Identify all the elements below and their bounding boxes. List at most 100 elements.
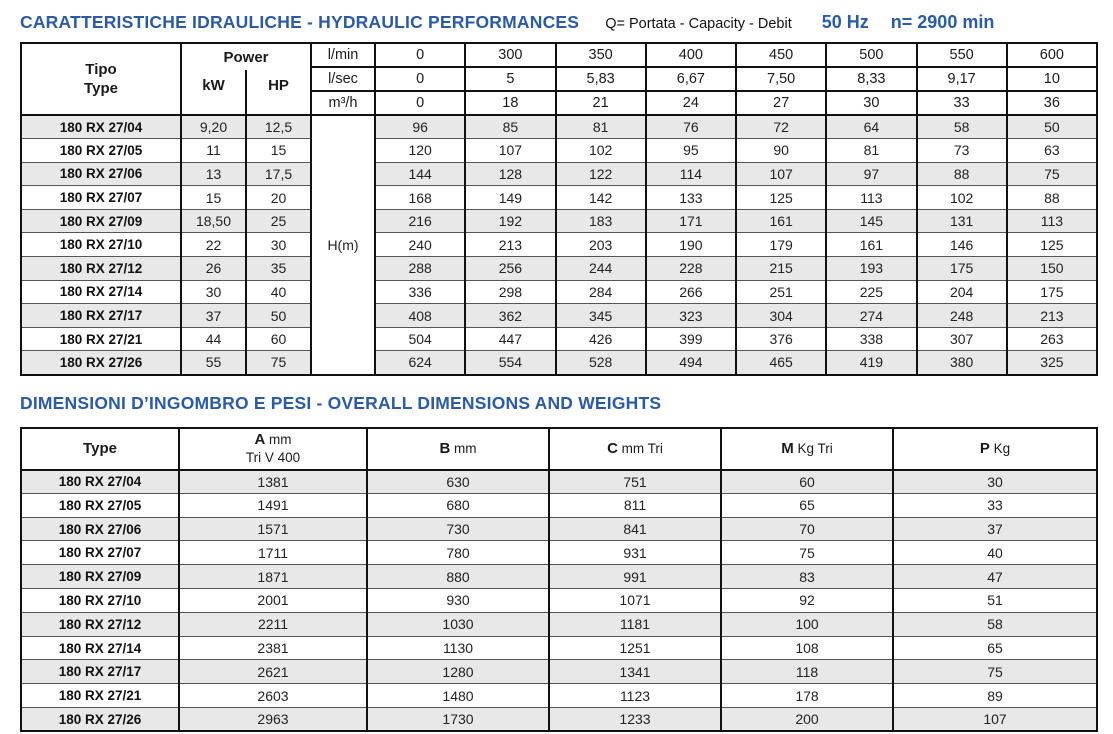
dimension-cell: 60 xyxy=(720,469,893,494)
head-value-cell: 345 xyxy=(554,303,646,328)
head-value-cell: 113 xyxy=(1005,208,1097,233)
head-value-cell: 399 xyxy=(644,326,736,351)
head-value-cell: 465 xyxy=(734,350,827,375)
head-value-cell: 266 xyxy=(644,279,736,304)
flow-value-header: 30 xyxy=(825,91,917,116)
head-value-cell: 107 xyxy=(464,138,556,163)
head-value-cell: 494 xyxy=(644,350,736,375)
dimension-cell: 108 xyxy=(720,635,893,660)
head-value-cell: 175 xyxy=(1005,279,1097,304)
flow-value-header: 8,33 xyxy=(825,67,917,92)
unit-header-lmin: l/min xyxy=(310,43,375,68)
pump-type-cell: 180 RX 27/05 xyxy=(20,492,179,518)
dimension-cell: 1030 xyxy=(366,611,549,637)
head-value-cell: 128 xyxy=(464,161,556,186)
pump-type-cell: 180 RX 27/04 xyxy=(20,469,179,494)
dimension-cell: 51 xyxy=(892,588,1097,613)
dimension-cell: 2211 xyxy=(178,611,367,637)
head-value-cell: 161 xyxy=(825,232,917,257)
dimension-cell: 40 xyxy=(892,540,1097,565)
dimension-cell: 1181 xyxy=(548,611,721,637)
head-value-cell: 175 xyxy=(915,256,1007,281)
head-value-cell: 240 xyxy=(373,232,466,257)
table-row: 180 RX 27/04 9,20 12,5 H(m) 96 85 81 76 72 64 58 50 xyxy=(20,114,1097,375)
section1-header: CARATTERISTICHE IDRAULICHE - HYDRAULIC P… xyxy=(20,12,1097,33)
table-row: 180 RX 27/26 2963 1730 1233 200 107 xyxy=(20,707,1097,732)
kw-cell: 18,50 xyxy=(180,208,246,233)
dimension-cell: 780 xyxy=(366,540,549,565)
dimension-cell: 991 xyxy=(548,564,721,589)
section1-title: CARATTERISTICHE IDRAULICHE - HYDRAULIC P… xyxy=(20,12,580,32)
flow-value-header: 36 xyxy=(1005,91,1097,116)
dimensions-weights-table: Type A mm Tri V 400 B mm C mm Tri M Kg Tri P K… xyxy=(20,426,1098,733)
dimension-cell: 931 xyxy=(548,540,721,565)
hp-cell: 35 xyxy=(245,256,311,281)
table-row: 180 RX 27/26 55 75 624 554 528 494 465 419 380 325 xyxy=(20,350,1097,375)
dimension-cell: 107 xyxy=(892,707,1097,732)
head-value-cell: 228 xyxy=(644,256,736,281)
kw-cell: 44 xyxy=(180,326,246,351)
table-row: 180 RX 27/17 37 50 408 362 345 323 304 274 248 213 xyxy=(20,303,1097,328)
head-value-cell: 88 xyxy=(1005,185,1097,210)
column-header-type-line2: Type xyxy=(84,80,118,97)
flow-value-header: 0 xyxy=(373,43,466,68)
hp-cell: 75 xyxy=(245,350,311,375)
dimension-cell: 1871 xyxy=(178,564,367,589)
dimension-cell: 2381 xyxy=(178,635,367,660)
pump-type-cell: 180 RX 27/17 xyxy=(20,303,181,328)
table-row: 180 RX 27/10 22 30 240 213 203 190 179 161 146 125 xyxy=(20,232,1097,257)
dimension-cell: 2001 xyxy=(178,588,367,613)
flow-value-header: 18 xyxy=(464,91,556,116)
dimension-cell: 37 xyxy=(892,516,1097,541)
column-header-m: M Kg Tri xyxy=(720,427,893,471)
power-subheaders: kW HP xyxy=(183,70,310,113)
flow-value-header: 500 xyxy=(825,43,917,68)
flow-value-header: 21 xyxy=(554,91,646,116)
head-value-cell: 304 xyxy=(734,303,827,328)
speed-label: n= 2900 min xyxy=(890,12,995,32)
head-value-cell: 179 xyxy=(734,232,827,257)
head-value-cell: 102 xyxy=(915,185,1007,210)
flow-value-header: 9,17 xyxy=(915,67,1007,92)
table-row: 180 RX 27/21 2603 1480 1123 178 89 xyxy=(20,683,1097,708)
hp-cell: 50 xyxy=(245,303,311,328)
head-value-cell: 75 xyxy=(1005,161,1097,186)
flow-value-header: 5,83 xyxy=(554,67,646,92)
head-value-cell: 149 xyxy=(464,185,556,210)
head-value-cell: 58 xyxy=(915,114,1007,139)
pump-type-cell: 180 RX 27/26 xyxy=(20,707,179,732)
head-value-cell: 624 xyxy=(373,350,466,375)
pump-type-cell: 180 RX 27/14 xyxy=(20,279,181,304)
head-value-cell: 338 xyxy=(825,326,917,351)
dimension-cell: 65 xyxy=(720,492,893,518)
head-meters-label: H(m) xyxy=(310,114,375,375)
flow-value-header: 0 xyxy=(373,67,466,92)
section2-title: DIMENSIONI D’INGOMBRO E PESI - OVERALL D… xyxy=(20,392,662,413)
dimension-cell: 75 xyxy=(720,540,893,565)
head-value-cell: 150 xyxy=(1005,256,1097,281)
head-value-cell: 73 xyxy=(915,138,1007,163)
hp-cell: 30 xyxy=(245,232,311,257)
head-value-cell: 216 xyxy=(373,208,466,233)
head-value-cell: 85 xyxy=(464,114,556,139)
dimension-cell: 89 xyxy=(892,683,1097,708)
pump-type-cell: 180 RX 27/07 xyxy=(20,185,181,210)
table-row: 180 RX 27/05 1491 680 811 65 33 xyxy=(20,492,1097,518)
head-value-cell: 125 xyxy=(1005,232,1097,257)
flow-value-header: 550 xyxy=(915,43,1007,68)
dimension-cell: 1730 xyxy=(366,707,549,732)
pump-type-cell: 180 RX 27/10 xyxy=(20,232,181,257)
head-value-cell: 64 xyxy=(825,114,917,139)
flow-value-header: 5 xyxy=(464,67,556,92)
unit-header-lsec: l/sec xyxy=(310,67,375,92)
table-row: 180 RX 27/06 13 17,5 144 128 122 114 107 97 88 75 xyxy=(20,161,1097,186)
hp-cell: 60 xyxy=(245,326,311,351)
head-value-cell: 145 xyxy=(825,208,917,233)
dimension-cell: 1071 xyxy=(548,588,721,613)
head-value-cell: 380 xyxy=(915,350,1007,375)
dimension-cell: 930 xyxy=(366,588,549,613)
hp-cell: 15 xyxy=(245,138,311,163)
table-row: 180 RX 27/14 30 40 336 298 284 266 251 225 204 175 xyxy=(20,279,1097,304)
head-value-cell: 244 xyxy=(554,256,646,281)
dimension-cell: 100 xyxy=(720,611,893,637)
